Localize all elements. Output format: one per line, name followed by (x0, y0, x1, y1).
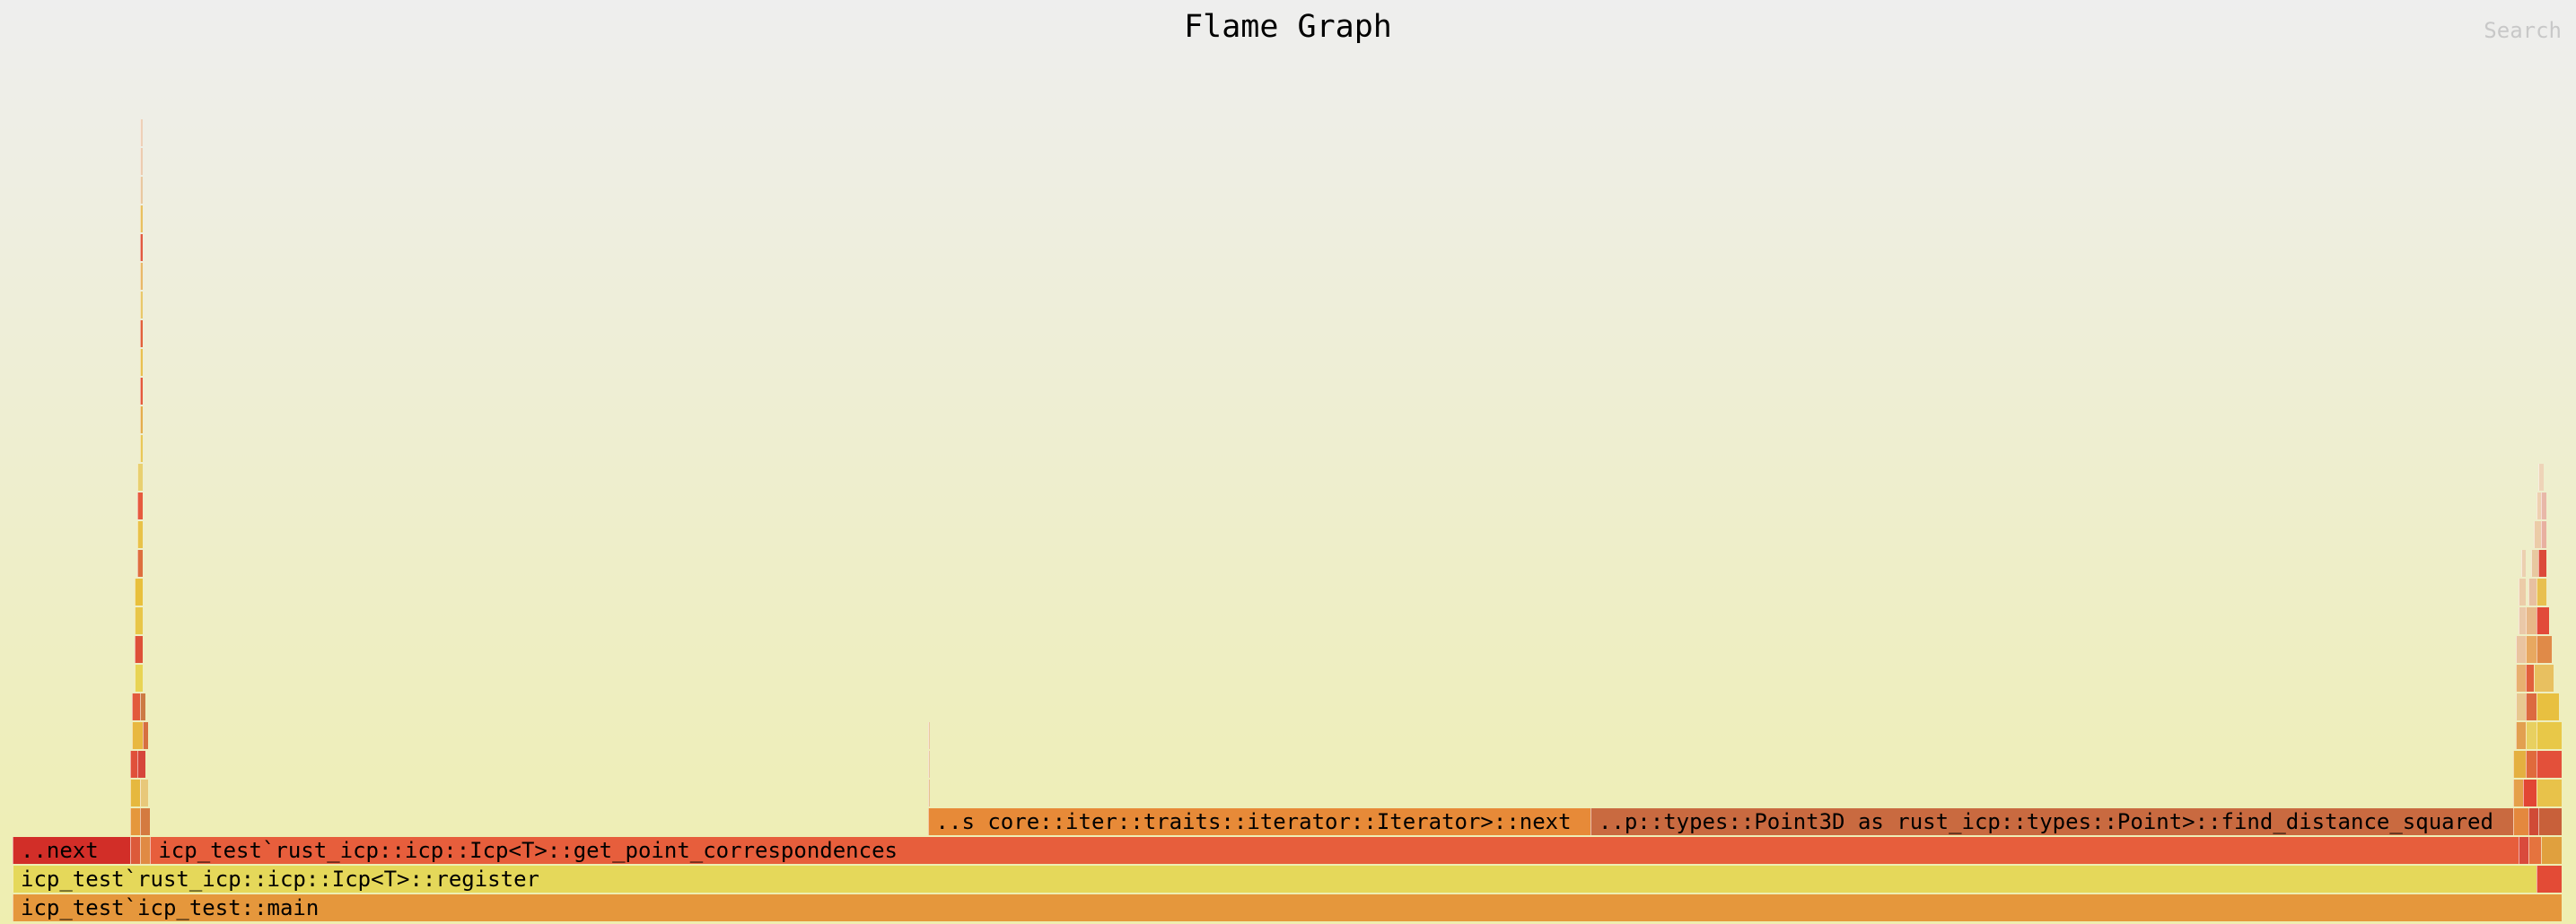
flame-frame[interactable] (2536, 493, 2542, 519)
flame-frame[interactable] (2523, 780, 2537, 806)
flame-frame[interactable] (2515, 636, 2527, 663)
flame-frame[interactable] (140, 119, 143, 146)
flame-frame[interactable] (140, 177, 143, 204)
flame-frame[interactable] (2513, 780, 2524, 806)
flame-frame[interactable] (132, 722, 143, 749)
flame-frame[interactable] (2536, 636, 2552, 663)
flame-frame[interactable] (2536, 579, 2546, 606)
flame-frame-label: ..s core::iter::traits::iterator::Iterat… (935, 809, 1572, 834)
flame-frame-label: icp_test`rust_icp::icp::Icp<T>::get_poin… (158, 838, 898, 863)
flame-frame[interactable] (142, 722, 148, 749)
flame-frame[interactable] (2528, 837, 2542, 864)
flame-frame[interactable] (2536, 751, 2562, 778)
flame-frame[interactable] (140, 320, 143, 347)
flame-frame[interactable] (140, 435, 143, 462)
flame-frame[interactable] (2541, 493, 2546, 519)
flame-frame[interactable] (137, 751, 145, 778)
flame-frame[interactable] (140, 349, 143, 376)
search-button[interactable]: Search (2484, 18, 2562, 43)
flame-frame[interactable] (2513, 751, 2527, 778)
flame-frame[interactable] (140, 808, 151, 835)
flame-frame[interactable] (2518, 607, 2527, 634)
flame-frame[interactable] (2528, 579, 2537, 606)
flame-frame[interactable] (2541, 521, 2546, 548)
flame-frame[interactable] (927, 751, 931, 778)
flame-frame[interactable] (2541, 837, 2562, 864)
flame-frame[interactable] (927, 780, 931, 806)
flame-frame[interactable] (2528, 808, 2539, 835)
flame-frame[interactable] (2526, 693, 2537, 720)
flame-frame[interactable] (2536, 607, 2549, 634)
flame-frame[interactable]: icp_test`rust_icp::icp::Icp<T>::get_poin… (150, 837, 2519, 864)
flame-frame[interactable] (2526, 665, 2534, 692)
flame-frame[interactable]: icp_test`icp_test::main (13, 894, 2562, 921)
page-title: Flame Graph (1184, 9, 1392, 45)
flame-frame[interactable] (2526, 636, 2537, 663)
flame-frame[interactable] (2515, 665, 2527, 692)
flame-frame[interactable] (2538, 550, 2546, 577)
flame-frame[interactable] (2536, 722, 2562, 749)
flame-frame[interactable] (135, 636, 143, 663)
flame-frame[interactable] (140, 263, 143, 290)
flame-frame[interactable] (2515, 722, 2527, 749)
flame-frame[interactable] (129, 808, 140, 835)
flame-frame[interactable] (2520, 550, 2527, 577)
flame-frame[interactable]: icp_test`rust_icp::icp::Icp<T>::register (13, 866, 2537, 893)
flame-frame[interactable]: ..s core::iter::traits::iterator::Iterat… (927, 808, 1590, 835)
flame-frame[interactable] (2518, 579, 2527, 606)
flame-frame[interactable] (2513, 808, 2529, 835)
flame-frame[interactable] (2536, 780, 2562, 806)
flame-frame[interactable] (2526, 751, 2537, 778)
flame-frame-label: icp_test`rust_icp::icp::Icp<T>::register (21, 867, 539, 892)
flame-frame[interactable] (137, 521, 143, 548)
flame-frame[interactable] (129, 837, 140, 864)
flame-frame[interactable] (2526, 607, 2537, 634)
flame-frame[interactable] (2533, 521, 2542, 548)
flame-frame[interactable] (140, 234, 143, 261)
flame-frame[interactable] (135, 607, 143, 634)
flame-frame[interactable] (140, 406, 143, 433)
flame-frame[interactable] (129, 780, 140, 806)
flame-frame[interactable] (137, 550, 143, 577)
flame-frame[interactable] (135, 579, 143, 606)
flame-frame[interactable] (2536, 866, 2562, 893)
flame-frame[interactable] (140, 292, 143, 318)
flame-frame[interactable] (137, 493, 143, 519)
flame-frame[interactable] (140, 148, 143, 175)
flame-frame[interactable] (2538, 464, 2545, 491)
flame-frame[interactable] (927, 722, 931, 749)
flame-frame[interactable] (2526, 722, 2537, 749)
flame-frame[interactable] (140, 378, 143, 405)
flame-frame-label: ..p::types::Point3D as rust_icp::types::… (1598, 809, 2493, 834)
flame-frame[interactable] (140, 780, 148, 806)
flame-frame[interactable] (135, 665, 143, 692)
flame-frame[interactable] (2533, 665, 2554, 692)
flame-frame-label: icp_test`icp_test::main (21, 895, 320, 920)
flame-frame[interactable] (140, 205, 143, 232)
flame-frame[interactable]: ..next (13, 837, 130, 864)
flame-frame[interactable] (2515, 693, 2527, 720)
flame-frame[interactable] (132, 693, 140, 720)
flame-frame[interactable] (2518, 837, 2529, 864)
flame-frame[interactable] (140, 837, 151, 864)
flame-frame[interactable] (137, 464, 143, 491)
flame-frame[interactable] (2536, 693, 2560, 720)
flame-frame[interactable] (2530, 550, 2539, 577)
flame-frame[interactable]: ..p::types::Point3D as rust_icp::types::… (1590, 808, 2514, 835)
flame-frame[interactable] (129, 751, 138, 778)
flame-frame[interactable] (2538, 808, 2562, 835)
flame-frame-label: ..next (21, 838, 99, 863)
flame-frame[interactable] (140, 693, 145, 720)
